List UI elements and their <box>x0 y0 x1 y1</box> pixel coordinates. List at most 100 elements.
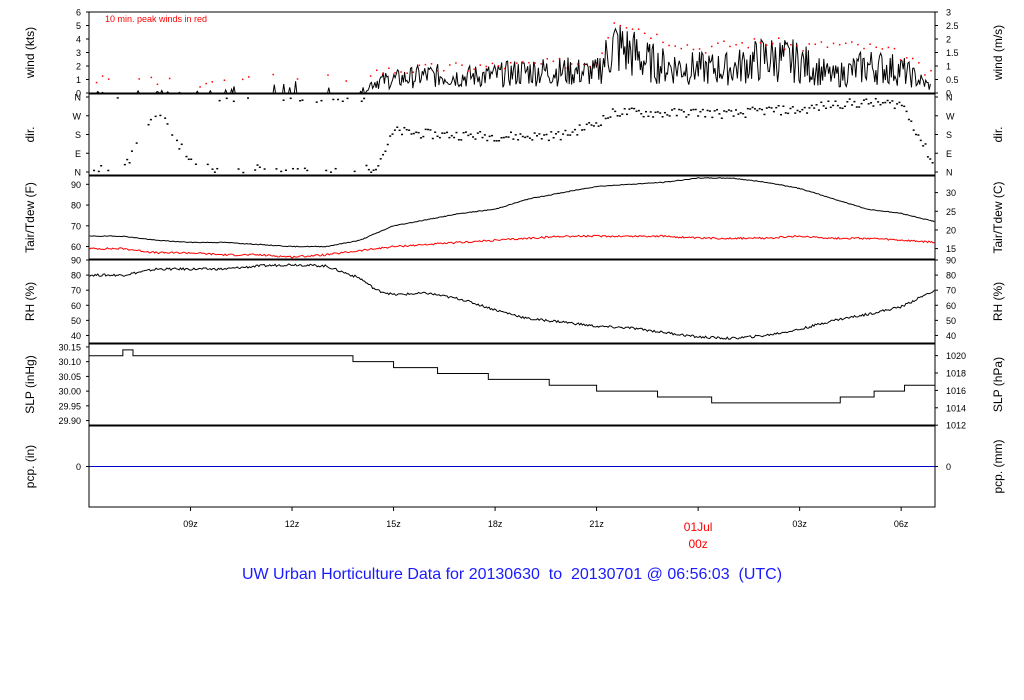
dir-point <box>533 132 536 134</box>
right-tick-label: 2.5 <box>946 21 959 31</box>
y-axis-label-left: Tair/Tdew (F) <box>23 182 37 253</box>
dir-point <box>576 134 579 136</box>
dir-point <box>491 134 494 137</box>
dir-point <box>848 98 851 100</box>
dir-point <box>554 133 557 135</box>
wind-peak-point <box>223 79 226 81</box>
dir-point <box>924 143 927 145</box>
dir-point <box>903 105 906 108</box>
wind-peak-point <box>564 67 567 69</box>
wind-peak-point <box>808 43 810 45</box>
wind-peak-point <box>412 71 415 73</box>
dir-point <box>419 137 422 139</box>
dir-point <box>389 135 392 137</box>
dir-point <box>521 135 524 138</box>
x-tick-label: 15z <box>386 519 401 529</box>
dir-point <box>599 124 602 126</box>
dir-point <box>592 125 595 127</box>
dir-point <box>367 168 370 171</box>
y-axis-label-right: RH (%) <box>991 282 1005 321</box>
wind-peak-point <box>449 64 451 66</box>
dir-point <box>292 167 295 170</box>
dir-point <box>896 103 899 105</box>
dir-point <box>284 169 287 171</box>
wind-peak-point <box>168 77 171 80</box>
dir-point <box>453 136 456 139</box>
wind-peak-point <box>686 44 689 46</box>
dir-point <box>718 113 721 115</box>
dir-point <box>443 132 446 134</box>
dir-point <box>663 111 666 114</box>
dir-point <box>907 118 910 121</box>
wind-peak-point <box>156 83 159 86</box>
dir-point <box>571 131 574 133</box>
dir-point <box>107 169 110 172</box>
right-tick-label: E <box>946 149 952 159</box>
wind-peak-point <box>717 42 719 44</box>
dir-point <box>562 133 565 135</box>
panel-wind: 0 1 2 3 4 5 6 0 0.5 1 1.5 2 2.5 3 wind (kts) wind (m/s)… <box>23 8 1005 99</box>
dir-point <box>768 106 771 109</box>
left-tick-label: N <box>75 168 82 178</box>
dir-point <box>263 168 266 170</box>
dir-point <box>784 112 787 114</box>
dir-point <box>832 104 835 107</box>
left-tick-label: 30.00 <box>58 387 81 397</box>
wind-peak-point <box>473 68 475 70</box>
dir-point <box>626 113 629 116</box>
y-axis-label-left: SLP (inHg) <box>23 355 37 413</box>
x-date-label: 01Jul <box>684 520 713 534</box>
left-tick-label: S <box>75 130 81 140</box>
dir-point <box>374 168 377 171</box>
dir-point <box>455 131 458 134</box>
dir-point <box>777 104 780 107</box>
dir-point <box>552 136 555 139</box>
dir-point <box>744 116 747 118</box>
left-tick-label: 2 <box>76 62 81 72</box>
dir-point <box>609 116 612 118</box>
right-tick-label: S <box>946 130 952 140</box>
dir-point <box>185 155 188 158</box>
wind-peak-point <box>729 45 731 48</box>
wind-peak-point <box>771 42 774 45</box>
y-axis-label-left: dir. <box>23 126 37 142</box>
wind-peak-point <box>905 57 908 59</box>
wind-peak-point <box>668 44 670 47</box>
dir-point <box>798 110 801 113</box>
dir-point <box>931 162 934 164</box>
dir-point <box>881 102 884 104</box>
wind-peak-point <box>491 62 494 65</box>
right-tick-label: 2 <box>946 35 951 45</box>
dir-point <box>545 133 548 136</box>
dir-point <box>149 118 152 121</box>
dir-point <box>154 115 157 118</box>
dir-point <box>813 107 816 109</box>
dir-point <box>448 136 451 139</box>
dir-point <box>379 158 382 160</box>
wind-peak-point <box>662 41 664 44</box>
dir-point <box>697 115 700 117</box>
dir-point <box>218 99 221 102</box>
dir-point <box>595 122 598 124</box>
dir-point <box>630 107 633 110</box>
right-tick-label: 30 <box>946 188 956 198</box>
wind-peak-point <box>107 78 110 80</box>
dir-point <box>910 120 913 122</box>
dir-point <box>429 129 432 131</box>
dir-point <box>166 123 169 125</box>
left-tick-label: 70 <box>71 221 81 231</box>
right-tick-label: 0 <box>946 462 951 472</box>
dir-point <box>791 106 794 108</box>
wind-peak-point <box>784 48 786 51</box>
wind-peak-point <box>138 78 140 80</box>
panel-pcp: 0 0 pcp. (in) pcp. (mm) <box>23 425 1005 508</box>
wind-peak-point <box>844 42 847 45</box>
wind-peak-point <box>503 67 506 70</box>
dir-point <box>476 132 479 134</box>
temp-series-Tair-line <box>89 177 935 248</box>
dir-point <box>860 102 863 105</box>
dir-point <box>590 124 593 126</box>
dir-point <box>427 128 430 131</box>
dir-point <box>462 131 465 134</box>
